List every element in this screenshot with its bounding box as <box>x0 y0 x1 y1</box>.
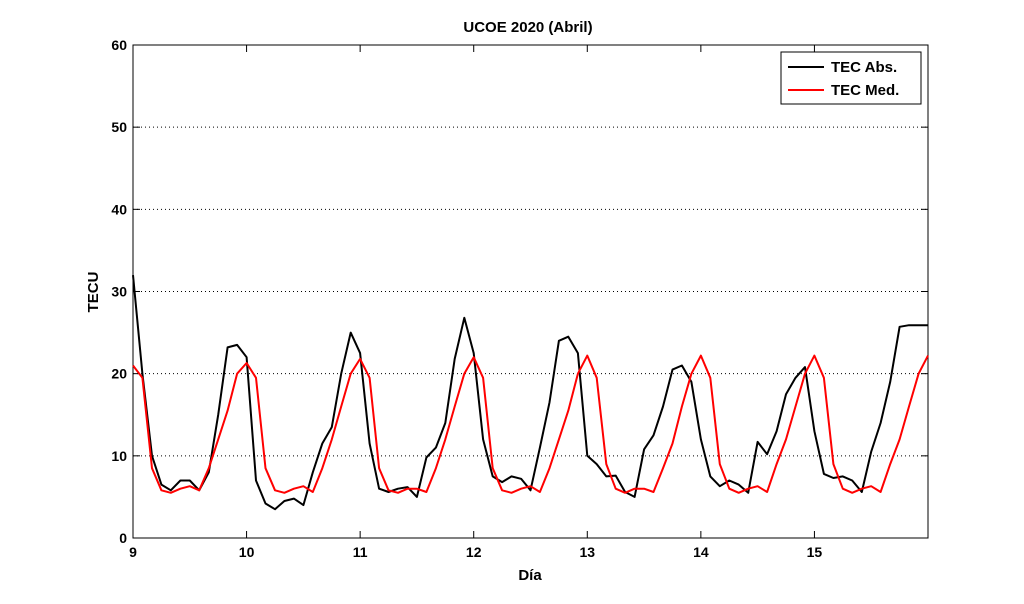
x-axis-label: Día <box>518 567 542 584</box>
legend: TEC Abs. TEC Med. <box>780 51 922 105</box>
x-tick-label: 15 <box>807 544 823 560</box>
y-tick-label: 40 <box>111 201 127 217</box>
plot-area-frame <box>132 44 929 539</box>
y-tick-label: 50 <box>111 119 127 135</box>
x-tick-label: 10 <box>239 544 255 560</box>
x-tick-label: 13 <box>579 544 595 560</box>
x-tick-label: 14 <box>693 544 709 560</box>
y-tick-label: 30 <box>111 284 127 300</box>
y-tick-label: 10 <box>111 448 127 464</box>
y-tick-label: 20 <box>111 366 127 382</box>
legend-label-tec-med: TEC Med. <box>831 82 899 99</box>
chart-title: UCOE 2020 (Abril) <box>463 19 592 36</box>
legend-box <box>780 51 922 105</box>
series-line-tec-abs <box>132 275 928 511</box>
x-axis-ticks: 9 10 11 12 13 14 15 <box>129 45 822 560</box>
legend-label-tec-abs: TEC Abs. <box>831 59 897 76</box>
x-tick-label: 12 <box>466 544 482 560</box>
x-tick-label: 9 <box>129 544 137 560</box>
x-tick-label: 11 <box>353 544 368 560</box>
series-line-tec-med <box>132 354 929 494</box>
grid-lines <box>133 126 928 457</box>
y-axis-ticks: 0 10 20 30 40 50 60 <box>111 37 928 546</box>
y-axis-label: TECU <box>85 272 102 313</box>
y-tick-label: 0 <box>119 530 127 546</box>
series-lines <box>132 275 929 511</box>
y-tick-label: 60 <box>111 37 127 53</box>
